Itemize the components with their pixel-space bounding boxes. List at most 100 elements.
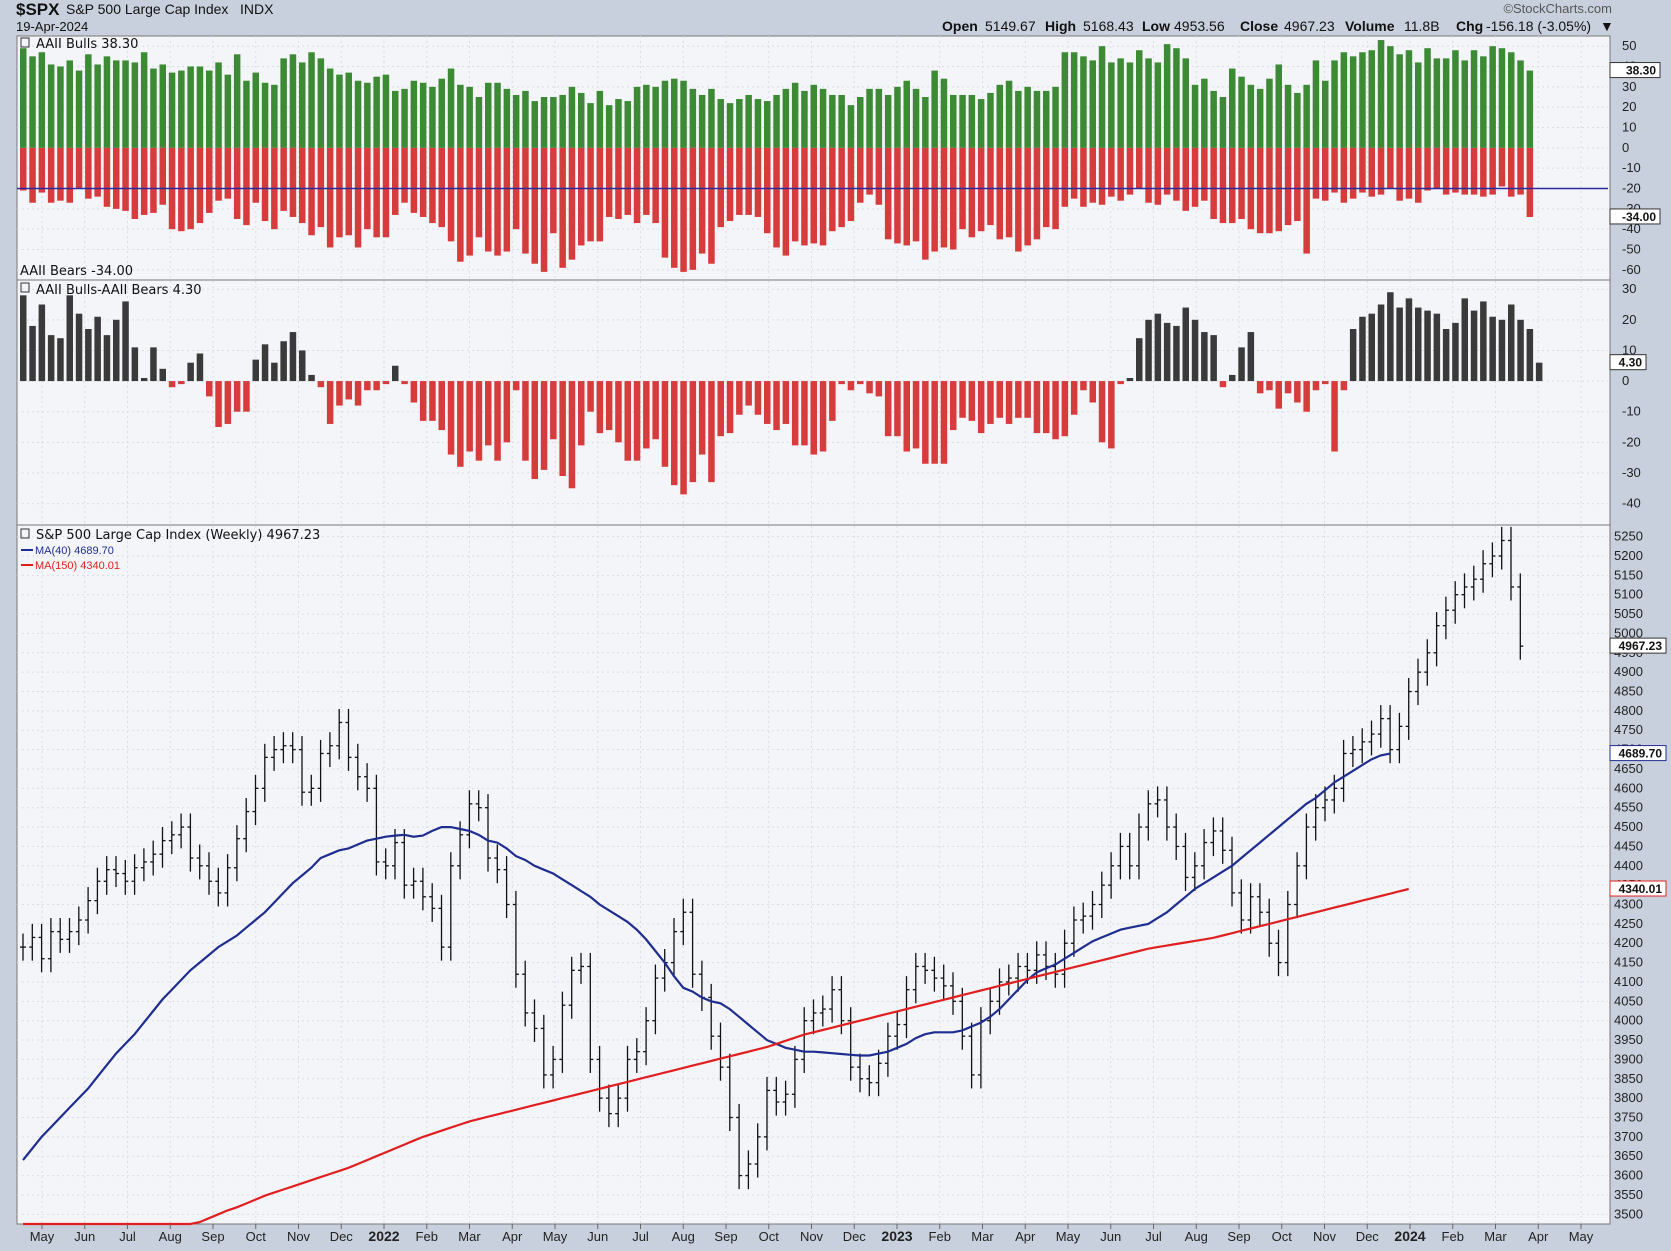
price-bar	[29, 923, 36, 961]
bear-bar	[912, 147, 920, 242]
price-bar	[1377, 705, 1384, 748]
y-tick-label: 4850	[1614, 684, 1643, 699]
price-bar	[215, 867, 222, 907]
bulls-label: AAII Bulls 38.30	[36, 37, 138, 52]
bear-bar	[1405, 147, 1413, 199]
chart-date: 19-Apr-2024	[16, 19, 88, 34]
price-bar	[1173, 813, 1180, 860]
bear-bar	[754, 147, 762, 217]
bull-bar	[884, 94, 892, 148]
bear-bar	[289, 147, 297, 217]
spread-bar-negative	[382, 381, 390, 385]
bear-bar	[931, 147, 938, 252]
spread-bar-negative	[661, 381, 669, 467]
spread-bar-negative	[1024, 381, 1031, 418]
bear-bar	[447, 147, 455, 242]
spread-bar-negative	[829, 381, 836, 421]
spread-bar-positive	[1201, 332, 1208, 382]
bull-bar	[94, 64, 101, 148]
price-bar	[764, 1076, 770, 1151]
ma150-line	[23, 887, 1409, 1226]
y-tick-label: 4150	[1614, 955, 1643, 970]
bull-bar	[503, 88, 511, 148]
bull-bar	[494, 82, 501, 148]
bull-bar	[29, 56, 36, 148]
bear-bar	[522, 147, 529, 254]
bear-bar	[568, 147, 576, 260]
price-bar	[578, 952, 584, 984]
price-bar	[1256, 883, 1263, 926]
bull-bar	[1163, 44, 1171, 148]
price-bar	[1136, 813, 1142, 880]
exchange: INDX	[240, 1, 274, 17]
y-tick-label: 4100	[1614, 974, 1643, 989]
bear-bar	[550, 147, 557, 234]
x-tick-label: Mar	[1484, 1229, 1507, 1244]
spread-bar-negative	[568, 381, 576, 489]
bull-bar	[550, 97, 557, 148]
x-tick-label: Nov	[1313, 1229, 1337, 1244]
bull-bar	[1108, 62, 1115, 148]
price-bar	[1015, 952, 1022, 992]
spread-bar-negative	[326, 381, 334, 424]
y-tick-label: 0	[1622, 140, 1629, 155]
price-bar	[773, 1076, 780, 1116]
bull-bar	[1136, 50, 1143, 148]
bull-bar	[531, 101, 538, 148]
bull-bar	[624, 101, 631, 148]
price-bar	[280, 732, 287, 764]
y-tick-label: 3500	[1614, 1206, 1643, 1221]
bull-bar	[150, 68, 157, 148]
price-bar	[475, 790, 482, 822]
spread-bar-positive	[1154, 313, 1162, 382]
spread-bar-positive	[38, 304, 46, 382]
spread-bar-positive	[57, 338, 64, 382]
x-tick-label: 2022	[368, 1228, 399, 1244]
bull-bar	[1238, 76, 1245, 148]
spread-bar-negative	[1266, 381, 1273, 391]
high-label: High	[1045, 18, 1076, 34]
y-tick-label: 5200	[1614, 548, 1643, 563]
bear-bar	[1191, 147, 1199, 207]
bear-bar	[1005, 147, 1013, 238]
bear-bar	[178, 147, 185, 232]
bull-bar	[308, 52, 315, 148]
x-tick-label: Feb	[416, 1229, 438, 1244]
price-bar	[1340, 739, 1347, 802]
bull-bar	[364, 82, 371, 148]
ma40-label: MA(40) 4689.70	[35, 545, 114, 557]
bull-bar	[66, 60, 73, 148]
price-labels: S&P 500 Large Cap Index (Weekly) 4967.23…	[20, 528, 320, 572]
bull-bar	[1340, 52, 1348, 148]
bull-bar	[206, 70, 213, 148]
price-bar	[354, 743, 361, 791]
bull-bar	[57, 66, 64, 148]
spread-bar-positive	[140, 378, 148, 382]
price-bar	[1266, 898, 1273, 957]
spread-bar-negative	[633, 381, 641, 461]
y-tick-label: 3950	[1614, 1032, 1643, 1047]
bull-bar	[1396, 54, 1403, 148]
price-bar	[1508, 526, 1514, 601]
spread-bar-positive	[1452, 322, 1459, 382]
bear-bar	[875, 147, 883, 205]
bull-bar	[977, 99, 985, 148]
spread-bar-positive	[47, 335, 55, 382]
price-bar	[587, 952, 594, 1073]
bear-bar	[57, 147, 64, 201]
price-bar	[596, 1045, 603, 1112]
bull-bar	[1080, 56, 1087, 148]
y-tick-label: 50	[1622, 38, 1636, 53]
spread-bar-positive	[1349, 329, 1357, 382]
bull-bar	[1368, 50, 1375, 148]
bull-bar	[280, 58, 287, 148]
x-tick-label: Apr	[502, 1229, 523, 1244]
bear-bar	[1424, 147, 1431, 191]
bull-bar	[1015, 90, 1022, 148]
bear-bar	[1210, 147, 1217, 219]
y-tick-label: 4650	[1614, 761, 1643, 776]
bull-bar	[1498, 48, 1506, 148]
spread-bar-negative	[550, 381, 557, 440]
bull-bar	[745, 94, 752, 148]
spread-tag-box	[1609, 354, 1647, 371]
